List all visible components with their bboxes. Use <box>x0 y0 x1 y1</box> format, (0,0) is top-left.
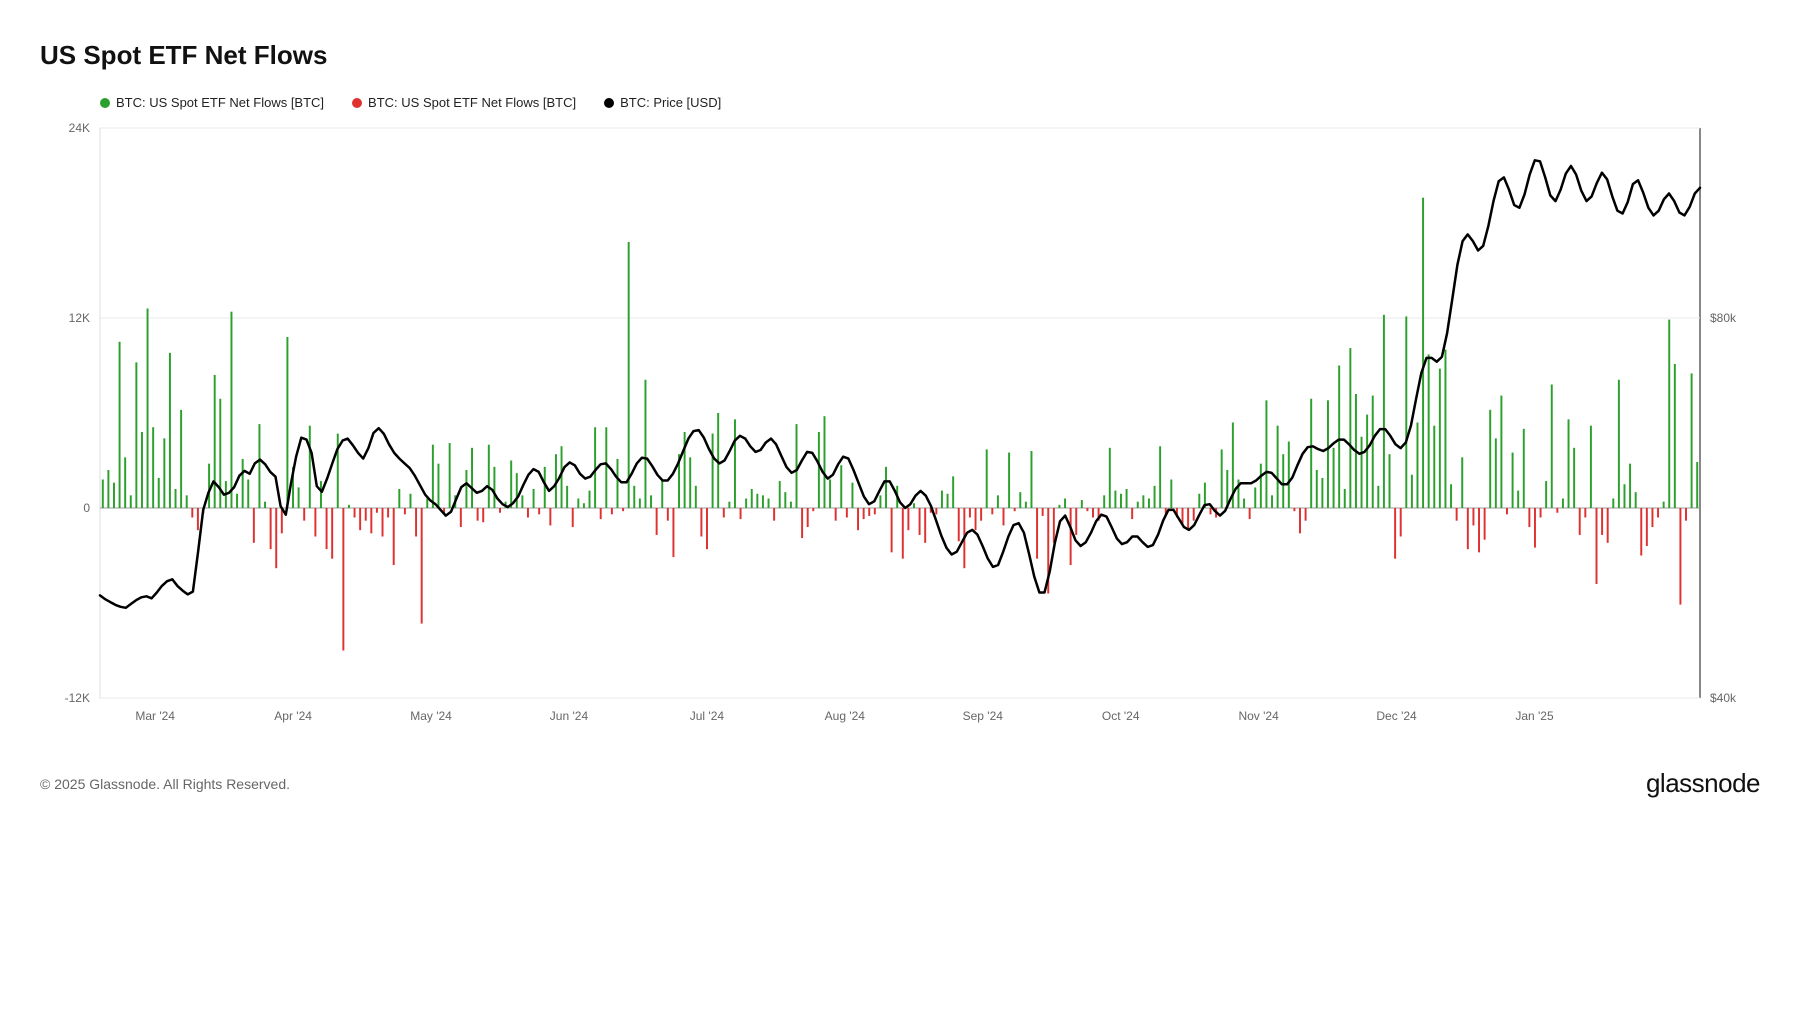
svg-text:24K: 24K <box>69 121 90 135</box>
svg-text:Jul '24: Jul '24 <box>690 709 725 723</box>
svg-text:Dec '24: Dec '24 <box>1376 709 1417 723</box>
copyright-text: © 2025 Glassnode. All Rights Reserved. <box>40 776 290 792</box>
chart-title: US Spot ETF Net Flows <box>40 40 1760 71</box>
svg-text:$40k: $40k <box>1710 691 1737 705</box>
svg-text:Nov '24: Nov '24 <box>1238 709 1279 723</box>
swatch-positive <box>100 98 110 108</box>
svg-text:Mar '24: Mar '24 <box>135 709 175 723</box>
legend-item-negative: BTC: US Spot ETF Net Flows [BTC] <box>352 95 576 110</box>
svg-text:May '24: May '24 <box>410 709 452 723</box>
svg-text:Apr '24: Apr '24 <box>274 709 312 723</box>
swatch-price <box>604 98 614 108</box>
svg-text:0: 0 <box>83 501 90 515</box>
svg-text:12K: 12K <box>69 311 90 325</box>
svg-text:Jun '24: Jun '24 <box>550 709 589 723</box>
legend: BTC: US Spot ETF Net Flows [BTC] BTC: US… <box>100 95 1760 110</box>
svg-text:Oct '24: Oct '24 <box>1102 709 1140 723</box>
brand-logo: glassnode <box>1646 768 1760 799</box>
footer: © 2025 Glassnode. All Rights Reserved. g… <box>40 768 1760 799</box>
chart-area: -12K 0 12K 24K $40k $80k Mar '24 Apr '24 May '24… <box>40 118 1760 738</box>
svg-text:Jan '25: Jan '25 <box>1515 709 1554 723</box>
svg-text:-12K: -12K <box>65 691 90 705</box>
legend-label-price: BTC: Price [USD] <box>620 95 721 110</box>
svg-text:$80k: $80k <box>1710 311 1737 325</box>
svg-text:Sep '24: Sep '24 <box>963 709 1004 723</box>
legend-item-positive: BTC: US Spot ETF Net Flows [BTC] <box>100 95 324 110</box>
legend-label-negative: BTC: US Spot ETF Net Flows [BTC] <box>368 95 576 110</box>
legend-label-positive: BTC: US Spot ETF Net Flows [BTC] <box>116 95 324 110</box>
legend-item-price: BTC: Price [USD] <box>604 95 721 110</box>
swatch-negative <box>352 98 362 108</box>
svg-text:Aug '24: Aug '24 <box>825 709 866 723</box>
